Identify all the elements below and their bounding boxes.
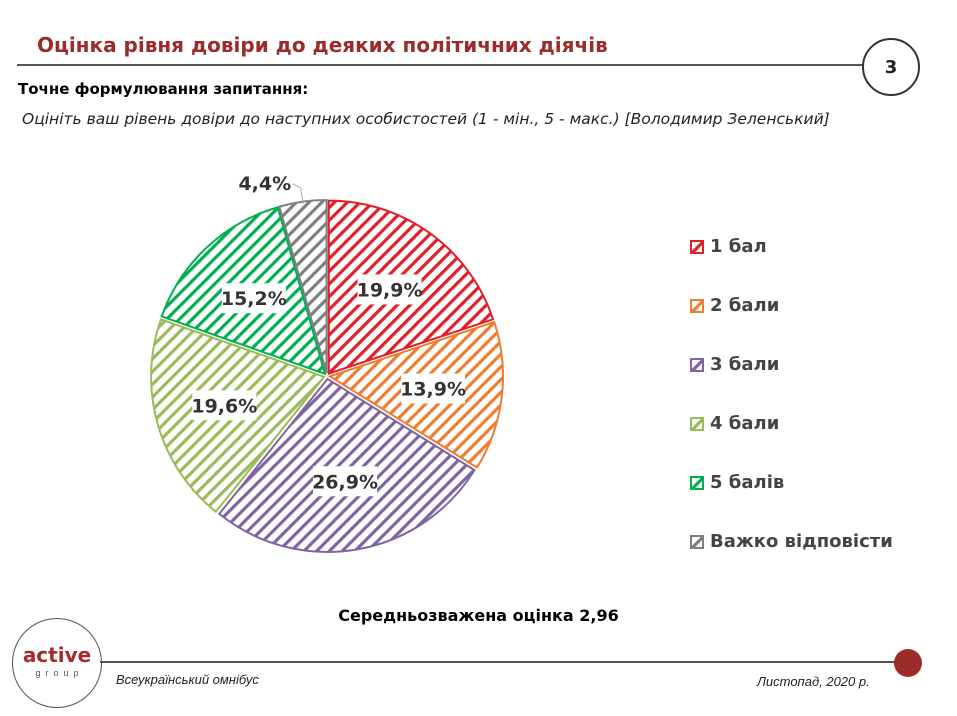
page-number: 3 — [862, 38, 920, 96]
footer-survey-name: Всеукраїнський омнібус — [116, 672, 259, 687]
data-label-4-бали: 19,6% — [191, 395, 257, 417]
data-label-bg-4-бали — [192, 390, 257, 421]
footer-divider — [100, 661, 900, 663]
legend-swatch-4-бали — [690, 416, 704, 431]
footer-dot — [894, 649, 922, 677]
data-label-1-бал: 19,9% — [357, 279, 423, 301]
legend-label-2-бали: 2 бали — [710, 295, 780, 316]
legend-item-важко-відповісти: Важко відповісти — [690, 512, 893, 571]
chart-legend: 1 бал 2 бали 3 бали 4 бали 5 балів Важко відп… — [690, 217, 893, 571]
legend-label-важко-відповісти: Важко відповісти — [710, 531, 893, 552]
legend-label-5-балів: 5 балів — [710, 472, 785, 493]
weighted-average-summary: Середньозважена оцінка 2,96 — [338, 606, 619, 625]
data-label-3-бали: 26,9% — [312, 471, 378, 493]
data-label-bg-5-балів — [221, 283, 286, 314]
question-text: Оцініть ваш рівень довіри до наступних о… — [22, 110, 830, 128]
leader-line-важко-відповісти — [292, 183, 304, 204]
legend-swatch-1-бал — [690, 239, 704, 254]
legend-swatch-3-бали — [690, 357, 704, 372]
legend-item-2-бали: 2 бали — [690, 276, 893, 335]
legend-item-3-бали: 3 бали — [690, 335, 893, 394]
slide-title: Оцінка рівня довіри до деяких політичних… — [37, 33, 608, 57]
legend-swatch-важко-відповісти — [690, 534, 704, 549]
legend-swatch-5-балів — [690, 475, 704, 490]
pie-slice-3-бали — [217, 377, 476, 553]
legend-item-4-бали: 4 бали — [690, 394, 893, 453]
footer-date: Листопад, 2020 р. — [757, 674, 870, 689]
question-label: Точне формулювання запитання: — [18, 80, 309, 98]
legend-item-5-балів: 5 балів — [690, 453, 893, 512]
data-label-bg-1-бал — [357, 274, 422, 305]
company-logo: active group — [12, 618, 102, 708]
data-label-5-балів: 15,2% — [221, 288, 287, 310]
logo-wordmark: active — [22, 643, 92, 667]
legend-label-1-бал: 1 бал — [710, 236, 767, 257]
data-label-bg-2-бали — [401, 373, 466, 404]
logo-subtext: group — [35, 668, 84, 678]
data-label-2-бали: 13,9% — [400, 379, 466, 401]
legend-label-4-бали: 4 бали — [710, 413, 780, 434]
legend-item-1-бал: 1 бал — [690, 217, 893, 276]
data-label-важко-відповісти: 4,4% — [238, 173, 291, 195]
header-divider — [17, 64, 865, 66]
legend-label-3-бали: 3 бали — [710, 354, 780, 375]
legend-swatch-2-бали — [690, 298, 704, 313]
data-label-bg-3-бали — [313, 466, 378, 497]
